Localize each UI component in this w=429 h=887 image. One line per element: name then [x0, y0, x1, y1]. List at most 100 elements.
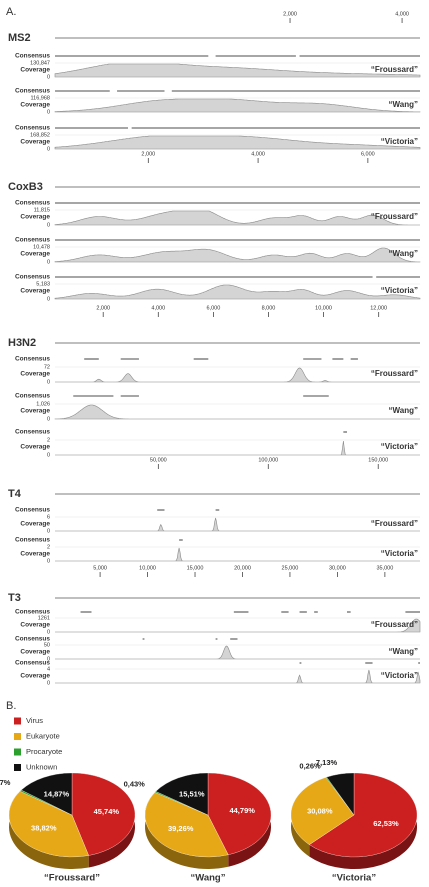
legend-swatch: [14, 733, 21, 740]
virus-name: CoxB3: [8, 181, 43, 193]
panel-label: A.: [6, 6, 16, 18]
pie-value-label: 7,13%: [316, 758, 338, 767]
pie-slice-side: [145, 792, 229, 869]
coverage-profile: [54, 247, 421, 263]
consensus-label: Consensus: [15, 53, 50, 60]
coverage-max: 1,026: [36, 401, 50, 407]
x-tick-label: 2,000: [283, 11, 297, 17]
x-tick-label: 4,000: [151, 305, 165, 311]
coverage-label: Coverage: [20, 102, 50, 109]
consensus-label: Consensus: [15, 507, 50, 514]
coverage-zero: 0: [47, 558, 50, 564]
x-tick-label: 10,000: [315, 305, 332, 311]
pie-value-label: 0,57%: [0, 778, 11, 787]
coverage-max: 1261: [38, 615, 50, 621]
pie-value-label: 0,26%: [299, 762, 321, 771]
coverage-profile: [55, 367, 420, 383]
coverage-label: Coverage: [20, 649, 50, 656]
coverage-max: 4: [47, 666, 50, 672]
consensus-label: Consensus: [15, 537, 50, 544]
legend-swatch: [14, 748, 21, 756]
coverage-profile: [55, 440, 420, 456]
coverage-profile: [54, 404, 420, 420]
x-tick-label: 8,000: [262, 305, 276, 311]
x-tick-label: 30,000: [329, 565, 346, 571]
sample-name: “Froussard”: [371, 212, 418, 221]
coverage-label: Coverage: [20, 251, 50, 258]
legend-label: Eukaryote: [26, 731, 60, 740]
pie-value-label: 38,82%: [31, 823, 57, 832]
legend-swatch: [14, 717, 21, 725]
pie-slice: [21, 772, 73, 816]
pie-slice: [326, 772, 355, 816]
x-tick-label: 50,000: [150, 457, 167, 463]
coverage-zero: 0: [47, 296, 50, 302]
x-tick-label: 12,000: [370, 305, 387, 311]
virus-name: T3: [8, 592, 21, 604]
pie-slice: [309, 772, 418, 858]
consensus-label: Consensus: [15, 393, 50, 400]
coverage-max: 6: [47, 514, 50, 520]
pie-name: “Victoria”: [332, 873, 376, 884]
x-tick-label: 5,000: [93, 565, 107, 571]
coverage-label: Coverage: [20, 288, 50, 295]
sample-name: “Froussard”: [371, 369, 418, 378]
coverage-max: 10,478: [33, 244, 50, 250]
x-tick-label: 15,000: [187, 565, 204, 571]
coverage-profile: [54, 98, 421, 113]
coverage-label: Coverage: [20, 673, 50, 680]
pie-value-label: 45,74%: [94, 807, 120, 816]
x-tick-label: 6,000: [361, 151, 375, 157]
coverage-profile: [55, 645, 420, 660]
pie-slice: [144, 792, 229, 858]
pie-value-label: 62,53%: [373, 819, 399, 828]
coverage-label: Coverage: [20, 521, 50, 528]
coverage-label: Coverage: [20, 551, 50, 558]
pie-slice: [207, 772, 272, 855]
consensus-label: Consensus: [15, 88, 50, 95]
x-tick-label: 2,000: [96, 305, 110, 311]
consensus-label: Consensus: [15, 274, 50, 281]
coverage-zero: 0: [47, 259, 50, 265]
legend-label: Unknown: [26, 762, 57, 771]
pie-name: “Wang”: [190, 873, 225, 884]
legend-label: Virus: [26, 716, 43, 725]
pie-value-label: 0,43%: [124, 779, 146, 788]
coverage-zero: 0: [47, 416, 50, 422]
coverage-profile: [55, 547, 420, 562]
coverage-max: 72: [44, 364, 50, 370]
sample-name: “Victoria”: [381, 286, 418, 295]
coverage-label: Coverage: [20, 139, 50, 146]
coverage-profile: [54, 63, 421, 78]
x-tick-label: 100,000: [258, 457, 278, 463]
pie-slice-side: [8, 791, 89, 870]
consensus-label: Consensus: [15, 660, 50, 667]
coverage-zero: 0: [47, 74, 50, 80]
panel-label: B.: [6, 700, 16, 712]
sample-name: “Wang”: [389, 647, 418, 656]
legend-label: Procaryote: [26, 747, 62, 756]
coverage-zero: 0: [47, 146, 50, 152]
coverage-label: Coverage: [20, 444, 50, 451]
x-tick-label: 20,000: [234, 565, 251, 571]
pie-name: “Froussard”: [44, 873, 100, 884]
x-tick-label: 25,000: [282, 565, 299, 571]
pie-value-label: 44,79%: [229, 806, 255, 815]
consensus-label: Consensus: [15, 609, 50, 616]
coverage-max: 2: [47, 544, 50, 550]
pie-value-label: 39,26%: [168, 824, 194, 833]
x-tick-label: 2,000: [141, 151, 155, 157]
coverage-zero: 0: [47, 109, 50, 115]
coverage-zero: 0: [47, 680, 50, 686]
virus-name: H3N2: [8, 337, 36, 349]
x-tick-label: 35,000: [376, 565, 393, 571]
sample-name: “Victoria”: [381, 549, 418, 558]
coverage-label: Coverage: [20, 214, 50, 221]
coverage-profile: [55, 517, 420, 532]
coverage-max: 130,847: [30, 60, 50, 66]
pie-value-label: 30,08%: [307, 806, 333, 815]
coverage-label: Coverage: [20, 622, 50, 629]
sample-name: “Froussard”: [371, 65, 418, 74]
pie-slice-side: [309, 773, 417, 869]
